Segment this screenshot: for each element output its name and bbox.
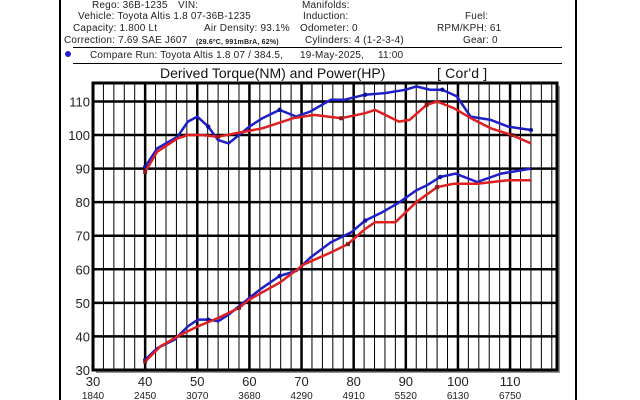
y-tick-label: 30 <box>76 363 90 378</box>
chart-title: Derived Torque(NM) and Power(HP) <box>160 65 386 81</box>
air-density: Air Density: 93.1% <box>204 23 290 34</box>
x-tick-label: 80 <box>346 374 360 389</box>
x-rpm-label: 4910 <box>343 391 366 400</box>
data-point-marker <box>277 273 282 279</box>
vin: VIN: <box>178 0 199 11</box>
x-rpm-label: 6750 <box>499 391 522 400</box>
manifolds: Manifolds: <box>302 0 350 11</box>
right-border <box>575 0 577 400</box>
vehicle: Vehicle: Toyota Altis 1.8 07-36B-1235 <box>78 11 251 22</box>
divider-top <box>73 47 562 48</box>
y-tick-label: 50 <box>76 296 90 311</box>
data-point-marker <box>216 134 221 139</box>
data-point-marker <box>440 87 445 92</box>
plot-area <box>93 83 557 370</box>
x-tick-label: 50 <box>190 374 204 389</box>
x-rpm-label: 1840 <box>82 391 105 400</box>
data-point-marker <box>277 107 282 113</box>
x-tick-label: 90 <box>399 374 413 389</box>
plot-frame <box>91 81 559 372</box>
series-line-red-1 <box>144 100 532 173</box>
induction: Induction: <box>303 11 349 22</box>
odometer: Odometer: 0 <box>300 23 358 34</box>
data-point-marker <box>362 218 368 223</box>
series-line-red-3 <box>144 179 531 363</box>
y-tick-label: 60 <box>76 262 90 277</box>
y-tick-label: 70 <box>76 229 90 244</box>
chart-title-suffix: [ Cor'd ] <box>437 65 488 81</box>
data-point-marker <box>143 169 148 174</box>
data-point-marker <box>528 127 534 133</box>
data-point-marker <box>438 174 443 180</box>
fuel: Fuel: <box>465 11 489 22</box>
y-tick-label: 90 <box>76 162 90 177</box>
x-tick-label: 60 <box>242 374 256 389</box>
x-tick-label: 70 <box>294 374 308 389</box>
compare-run: Compare Run: Toyota Altis 1.8 07 / 384.5… <box>90 50 284 61</box>
x-tick-label: 30 <box>86 374 100 389</box>
x-rpm-label: 2450 <box>134 391 157 400</box>
y-tick-label: 100 <box>68 128 90 143</box>
correction-detail: (29.6ºC, 991mBrA, 62%) <box>196 39 279 46</box>
series-line-blue-0 <box>144 85 532 168</box>
x-rpm-label: 4290 <box>290 391 313 400</box>
data-point-marker <box>143 359 148 364</box>
data-point-marker <box>509 133 514 138</box>
data-point-marker <box>236 305 241 310</box>
y-tick-label: 80 <box>76 195 90 210</box>
divider-bottom <box>73 63 562 64</box>
correction: Correction: 7.69 SAE J607 <box>64 35 188 46</box>
cylinders: Cylinders: 4 (1-2-3-4) <box>305 35 404 46</box>
x-rpm-label: 3070 <box>186 391 209 400</box>
x-tick-label: 100 <box>447 374 469 389</box>
data-point-marker <box>362 92 368 97</box>
rpm-kph: RPM/KPH: 61 <box>437 23 502 34</box>
gear: Gear: 0 <box>463 35 498 46</box>
compare-time: 11:00 <box>378 50 404 61</box>
compare-run-dot-icon <box>65 51 71 57</box>
capacity: Capacity: 1.800 Lt <box>73 23 158 34</box>
x-rpm-label: 5520 <box>395 391 418 400</box>
data-point-marker <box>345 242 350 247</box>
data-point-marker <box>435 185 440 190</box>
y-tick-label: 110 <box>69 94 90 109</box>
x-rpm-label: 6130 <box>447 391 470 400</box>
left-border <box>59 0 61 400</box>
y-tick-label: 40 <box>76 329 90 344</box>
x-rpm-label: 3680 <box>238 391 261 400</box>
rego: Rego: 36B-1235 <box>92 0 168 11</box>
data-point-marker <box>339 116 344 121</box>
x-tick-label: 40 <box>138 374 152 389</box>
compare-date: 19-May-2025, <box>300 50 365 61</box>
data-point-marker <box>206 124 211 129</box>
x-tick-label: 110 <box>500 374 521 389</box>
data-point-marker <box>424 102 429 107</box>
